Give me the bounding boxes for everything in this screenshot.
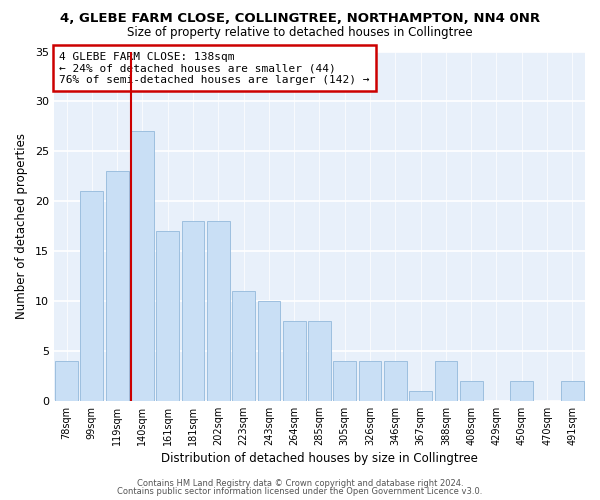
Bar — [207, 221, 230, 401]
Bar — [409, 391, 432, 401]
Bar — [359, 361, 382, 401]
Bar — [561, 381, 584, 401]
Bar — [232, 291, 255, 401]
Bar — [283, 321, 305, 401]
Text: 4 GLEBE FARM CLOSE: 138sqm
← 24% of detached houses are smaller (44)
76% of semi: 4 GLEBE FARM CLOSE: 138sqm ← 24% of deta… — [59, 52, 370, 84]
Bar — [334, 361, 356, 401]
Bar — [106, 172, 128, 401]
Bar — [257, 301, 280, 401]
Text: Size of property relative to detached houses in Collingtree: Size of property relative to detached ho… — [127, 26, 473, 39]
Bar — [384, 361, 407, 401]
Bar — [460, 381, 482, 401]
Bar — [157, 231, 179, 401]
Bar — [182, 221, 205, 401]
Bar — [131, 132, 154, 401]
Text: Contains public sector information licensed under the Open Government Licence v3: Contains public sector information licen… — [118, 487, 482, 496]
Bar — [55, 361, 78, 401]
Bar — [434, 361, 457, 401]
Y-axis label: Number of detached properties: Number of detached properties — [15, 133, 28, 319]
Bar — [308, 321, 331, 401]
Bar — [80, 191, 103, 401]
X-axis label: Distribution of detached houses by size in Collingtree: Distribution of detached houses by size … — [161, 452, 478, 465]
Text: Contains HM Land Registry data © Crown copyright and database right 2024.: Contains HM Land Registry data © Crown c… — [137, 478, 463, 488]
Text: 4, GLEBE FARM CLOSE, COLLINGTREE, NORTHAMPTON, NN4 0NR: 4, GLEBE FARM CLOSE, COLLINGTREE, NORTHA… — [60, 12, 540, 26]
Bar — [511, 381, 533, 401]
